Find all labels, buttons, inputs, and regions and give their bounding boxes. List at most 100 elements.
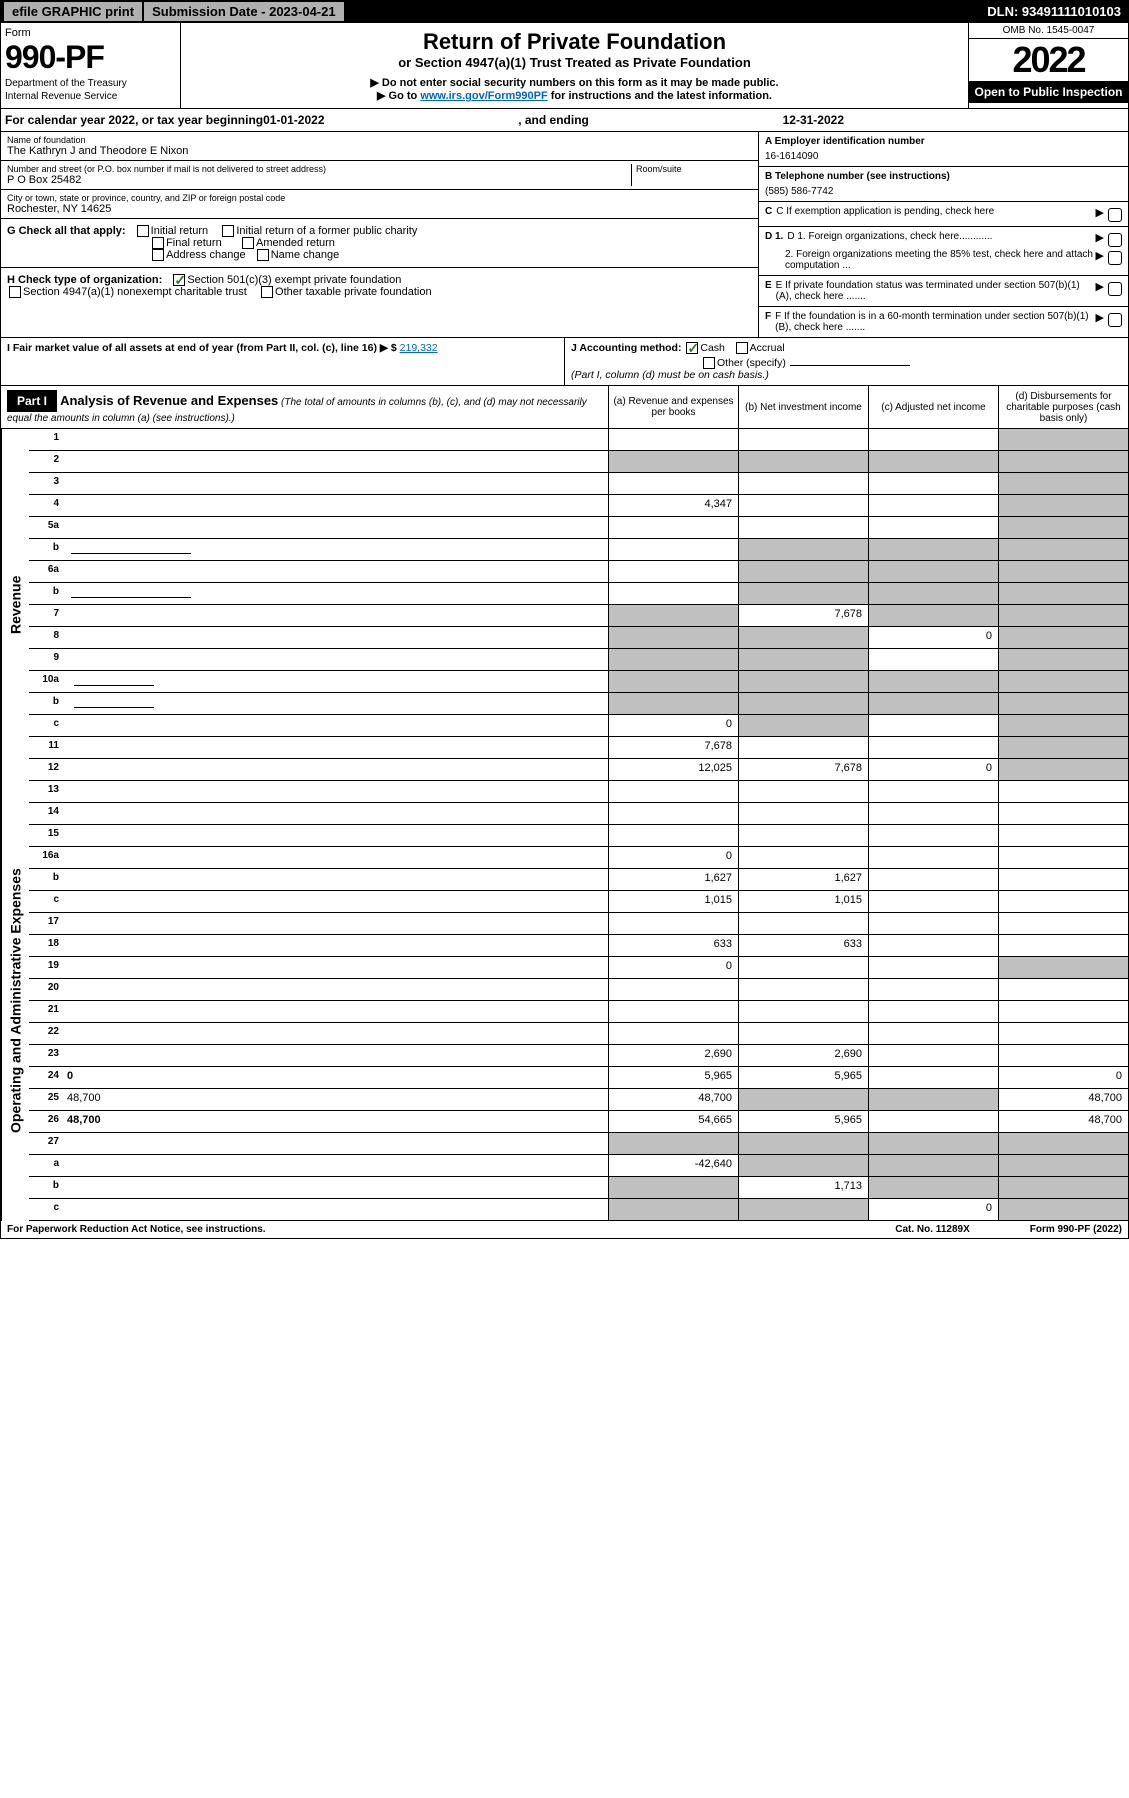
checkbox-other[interactable]: [703, 357, 715, 369]
table-row: 15: [29, 825, 1128, 847]
row-desc: [63, 891, 608, 912]
col-b-header: (b) Net investment income: [738, 386, 868, 428]
omb-number: OMB No. 1545-0047: [969, 23, 1128, 39]
footer: For Paperwork Reduction Act Notice, see …: [0, 1221, 1129, 1239]
cell-c: [868, 561, 998, 582]
checkbox-d2[interactable]: [1108, 251, 1122, 265]
cell-a: 48,700: [608, 1089, 738, 1110]
cell-b: [738, 429, 868, 450]
checkbox-initial-former[interactable]: [222, 225, 234, 237]
ops-tab: Operating and Administrative Expenses: [1, 781, 29, 1221]
checkbox-c[interactable]: [1108, 208, 1122, 222]
cell-c: [868, 935, 998, 956]
table-row: 2548,70048,70048,700: [29, 1089, 1128, 1111]
row-desc: [63, 473, 608, 494]
row-number: a: [29, 1155, 63, 1176]
row-desc: [63, 561, 608, 582]
checkbox-initial[interactable]: [137, 225, 149, 237]
form-title: Return of Private Foundation: [187, 29, 962, 55]
g-o1: Initial return: [151, 225, 208, 237]
info-right: A Employer identification number 16-1614…: [758, 132, 1128, 337]
f-row: FF If the foundation is in a 60-month te…: [759, 307, 1128, 337]
d-row: D 1.D 1. Foreign organizations, check he…: [759, 227, 1128, 276]
cell-d: [998, 649, 1128, 670]
revenue-section: Revenue 12344,3475ab6ab77,67880910a b c0…: [0, 429, 1129, 781]
row-desc: 48,700: [63, 1111, 608, 1132]
checkbox-name[interactable]: [257, 249, 269, 261]
b-label: B Telephone number (see instructions): [765, 171, 950, 182]
table-row: 13: [29, 781, 1128, 803]
table-row: 44,347: [29, 495, 1128, 517]
cell-c: [868, 913, 998, 934]
row-desc: [63, 1199, 608, 1220]
row-number: b: [29, 539, 63, 560]
row-number: 12: [29, 759, 63, 780]
form-subtitle: or Section 4947(a)(1) Trust Treated as P…: [187, 55, 962, 70]
cell-a: 7,678: [608, 737, 738, 758]
j-o3: Other (specify): [717, 357, 786, 369]
ops-section: Operating and Administrative Expenses 13…: [0, 781, 1129, 1221]
row-number: 24: [29, 1067, 63, 1088]
row-number: 15: [29, 825, 63, 846]
h-row: H Check type of organization: Section 50…: [1, 267, 758, 304]
checkbox-4947[interactable]: [9, 286, 21, 298]
a-label: A Employer identification number: [765, 136, 925, 147]
a-row: A Employer identification number 16-1614…: [759, 132, 1128, 167]
cell-d: [998, 517, 1128, 538]
cell-a: 5,965: [608, 1067, 738, 1088]
cell-b: [738, 803, 868, 824]
cell-d: [998, 1001, 1128, 1022]
checkbox-final[interactable]: [152, 237, 164, 249]
checkbox-address[interactable]: [152, 249, 164, 261]
checkbox-f[interactable]: [1108, 313, 1122, 327]
cell-d: [998, 913, 1128, 934]
row-desc: [63, 693, 608, 714]
cell-d: [998, 627, 1128, 648]
form-word: Form: [5, 27, 176, 39]
cell-a: [608, 979, 738, 1000]
room-label: Room/suite: [636, 164, 752, 174]
checkbox-d1[interactable]: [1108, 233, 1122, 247]
checkbox-501c3[interactable]: [173, 274, 185, 286]
name-cell: Name of foundation The Kathryn J and The…: [1, 132, 758, 161]
checkbox-amended[interactable]: [242, 237, 254, 249]
checkbox-other-tax[interactable]: [261, 286, 273, 298]
d1-label: D 1. Foreign organizations, check here..…: [787, 231, 1095, 247]
row-desc: [63, 1023, 608, 1044]
cell-a: [608, 539, 738, 560]
table-row: c1,0151,015: [29, 891, 1128, 913]
cell-c: [868, 781, 998, 802]
table-row: 9: [29, 649, 1128, 671]
cell-a: 12,025: [608, 759, 738, 780]
row-number: c: [29, 891, 63, 912]
cell-b: 2,690: [738, 1045, 868, 1066]
checkbox-e[interactable]: [1108, 282, 1122, 296]
cell-a: [608, 1023, 738, 1044]
cell-d: [998, 1177, 1128, 1198]
table-row: 2648,70054,6655,96548,700: [29, 1111, 1128, 1133]
cell-d: [998, 825, 1128, 846]
goto-link[interactable]: www.irs.gov/Form990PF: [420, 90, 547, 102]
row-number: 3: [29, 473, 63, 494]
cell-d: [998, 869, 1128, 890]
row-number: 22: [29, 1023, 63, 1044]
city-label: City or town, state or province, country…: [7, 193, 752, 203]
cell-b: [738, 737, 868, 758]
row-number: 1: [29, 429, 63, 450]
cell-a: [608, 1001, 738, 1022]
part1-tag: Part I: [7, 390, 57, 412]
cell-b: [738, 561, 868, 582]
cell-d: 48,700: [998, 1089, 1128, 1110]
cell-b: 1,627: [738, 869, 868, 890]
part1-title: Analysis of Revenue and Expenses: [60, 393, 278, 408]
row-desc: [63, 1045, 608, 1066]
checkbox-cash[interactable]: [686, 342, 698, 354]
checkbox-accrual[interactable]: [736, 342, 748, 354]
row-desc: [63, 649, 608, 670]
g-o6: Name change: [271, 249, 340, 261]
header-right: OMB No. 1545-0047 2022 Open to Public In…: [968, 23, 1128, 108]
table-row: c0: [29, 715, 1128, 737]
cell-b: [738, 1089, 868, 1110]
cell-b: [738, 1199, 868, 1220]
name-label: Name of foundation: [7, 135, 752, 145]
